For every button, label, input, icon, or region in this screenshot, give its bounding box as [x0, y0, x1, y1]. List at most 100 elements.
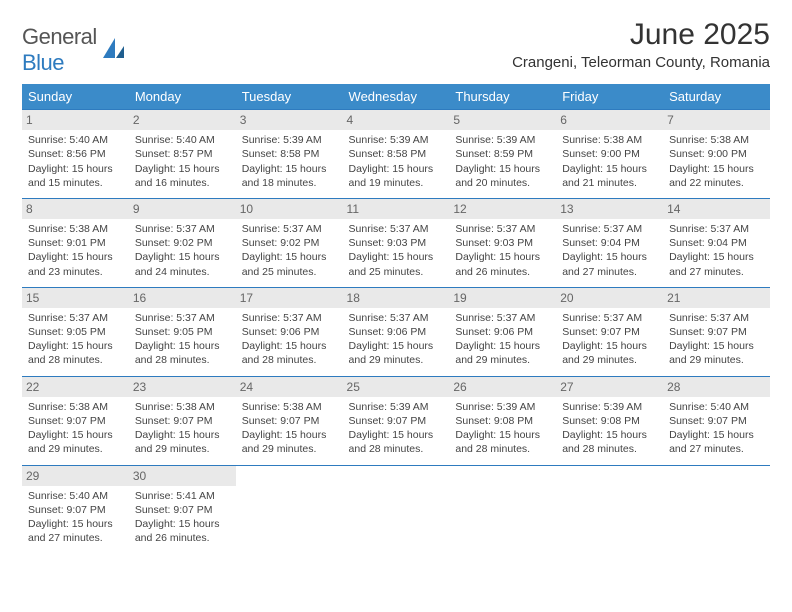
- sunrise-line: Sunrise: 5:39 AM: [562, 400, 657, 414]
- day-header: Thursday: [449, 84, 556, 110]
- sunset-line: Sunset: 9:05 PM: [28, 325, 123, 339]
- sunrise-line: Sunrise: 5:37 AM: [455, 311, 550, 325]
- calendar-day-cell: 20Sunrise: 5:37 AMSunset: 9:07 PMDayligh…: [556, 287, 663, 376]
- calendar-day-cell: 11Sunrise: 5:37 AMSunset: 9:03 PMDayligh…: [343, 198, 450, 287]
- calendar-day-cell: [236, 465, 343, 553]
- sunrise-line: Sunrise: 5:40 AM: [28, 489, 123, 503]
- daylight-line: Daylight: 15 hours and 16 minutes.: [135, 162, 230, 190]
- sunset-line: Sunset: 9:04 PM: [669, 236, 764, 250]
- sunset-line: Sunset: 9:06 PM: [242, 325, 337, 339]
- day-number: 8: [22, 199, 129, 219]
- calendar-day-cell: 8Sunrise: 5:38 AMSunset: 9:01 PMDaylight…: [22, 198, 129, 287]
- daylight-line: Daylight: 15 hours and 28 minutes.: [28, 339, 123, 367]
- calendar-day-cell: [343, 465, 450, 553]
- calendar-day-cell: 1Sunrise: 5:40 AMSunset: 8:56 PMDaylight…: [22, 110, 129, 199]
- brand-text: General Blue: [22, 24, 97, 76]
- daylight-line: Daylight: 15 hours and 27 minutes.: [28, 517, 123, 545]
- sunset-line: Sunset: 9:06 PM: [349, 325, 444, 339]
- daylight-line: Daylight: 15 hours and 20 minutes.: [455, 162, 550, 190]
- sunrise-line: Sunrise: 5:37 AM: [455, 222, 550, 236]
- sunrise-line: Sunrise: 5:39 AM: [242, 133, 337, 147]
- sunset-line: Sunset: 9:07 PM: [669, 414, 764, 428]
- day-header: Friday: [556, 84, 663, 110]
- daylight-line: Daylight: 15 hours and 29 minutes.: [349, 339, 444, 367]
- sunset-line: Sunset: 8:59 PM: [455, 147, 550, 161]
- sunset-line: Sunset: 9:07 PM: [135, 503, 230, 517]
- sunset-line: Sunset: 9:02 PM: [242, 236, 337, 250]
- calendar-table: Sunday Monday Tuesday Wednesday Thursday…: [22, 84, 770, 553]
- location: Crangeni, Teleorman County, Romania: [512, 54, 770, 71]
- calendar-day-cell: 16Sunrise: 5:37 AMSunset: 9:05 PMDayligh…: [129, 287, 236, 376]
- sunset-line: Sunset: 9:07 PM: [349, 414, 444, 428]
- sunrise-line: Sunrise: 5:41 AM: [135, 489, 230, 503]
- calendar-day-cell: 26Sunrise: 5:39 AMSunset: 9:08 PMDayligh…: [449, 376, 556, 465]
- day-number: 26: [449, 377, 556, 397]
- day-number: 21: [663, 288, 770, 308]
- sunrise-line: Sunrise: 5:37 AM: [669, 311, 764, 325]
- calendar-week-row: 15Sunrise: 5:37 AMSunset: 9:05 PMDayligh…: [22, 287, 770, 376]
- daylight-line: Daylight: 15 hours and 15 minutes.: [28, 162, 123, 190]
- day-number: 15: [22, 288, 129, 308]
- daylight-line: Daylight: 15 hours and 29 minutes.: [135, 428, 230, 456]
- brand-sail-icon: [101, 36, 127, 65]
- month-title: June 2025: [512, 18, 770, 52]
- sunset-line: Sunset: 9:07 PM: [28, 503, 123, 517]
- calendar-day-cell: 25Sunrise: 5:39 AMSunset: 9:07 PMDayligh…: [343, 376, 450, 465]
- day-number: 7: [663, 110, 770, 130]
- sunrise-line: Sunrise: 5:40 AM: [28, 133, 123, 147]
- calendar-day-cell: [663, 465, 770, 553]
- day-number: 1: [22, 110, 129, 130]
- sunset-line: Sunset: 9:05 PM: [135, 325, 230, 339]
- sunset-line: Sunset: 9:08 PM: [455, 414, 550, 428]
- sunset-line: Sunset: 9:07 PM: [28, 414, 123, 428]
- day-number: 30: [129, 466, 236, 486]
- day-header: Tuesday: [236, 84, 343, 110]
- sunset-line: Sunset: 9:07 PM: [135, 414, 230, 428]
- sunrise-line: Sunrise: 5:40 AM: [669, 400, 764, 414]
- day-number: 23: [129, 377, 236, 397]
- daylight-line: Daylight: 15 hours and 28 minutes.: [455, 428, 550, 456]
- sunset-line: Sunset: 8:58 PM: [242, 147, 337, 161]
- calendar-week-row: 29Sunrise: 5:40 AMSunset: 9:07 PMDayligh…: [22, 465, 770, 553]
- calendar-day-cell: 17Sunrise: 5:37 AMSunset: 9:06 PMDayligh…: [236, 287, 343, 376]
- daylight-line: Daylight: 15 hours and 29 minutes.: [242, 428, 337, 456]
- daylight-line: Daylight: 15 hours and 29 minutes.: [669, 339, 764, 367]
- day-number: 29: [22, 466, 129, 486]
- daylight-line: Daylight: 15 hours and 28 minutes.: [135, 339, 230, 367]
- sunrise-line: Sunrise: 5:38 AM: [28, 400, 123, 414]
- calendar-week-row: 22Sunrise: 5:38 AMSunset: 9:07 PMDayligh…: [22, 376, 770, 465]
- sunset-line: Sunset: 9:02 PM: [135, 236, 230, 250]
- day-number: 27: [556, 377, 663, 397]
- calendar-day-cell: 27Sunrise: 5:39 AMSunset: 9:08 PMDayligh…: [556, 376, 663, 465]
- sunset-line: Sunset: 8:58 PM: [349, 147, 444, 161]
- calendar-day-cell: 13Sunrise: 5:37 AMSunset: 9:04 PMDayligh…: [556, 198, 663, 287]
- calendar-day-cell: 30 Sunrise: 5:41 AMSunset: 9:07 PMDayligh…: [129, 465, 236, 553]
- day-number: 5: [449, 110, 556, 130]
- sunset-line: Sunset: 8:57 PM: [135, 147, 230, 161]
- sunrise-line: Sunrise: 5:38 AM: [562, 133, 657, 147]
- daylight-line: Daylight: 15 hours and 29 minutes.: [455, 339, 550, 367]
- title-block: June 2025 Crangeni, Teleorman County, Ro…: [512, 18, 770, 71]
- daylight-line: Daylight: 15 hours and 28 minutes.: [349, 428, 444, 456]
- daylight-line: Daylight: 15 hours and 19 minutes.: [349, 162, 444, 190]
- day-number: 22: [22, 377, 129, 397]
- daylight-line: Daylight: 15 hours and 29 minutes.: [28, 428, 123, 456]
- daylight-line: Daylight: 15 hours and 27 minutes.: [669, 250, 764, 278]
- daylight-line: Daylight: 15 hours and 28 minutes.: [562, 428, 657, 456]
- calendar-week-row: 1Sunrise: 5:40 AMSunset: 8:56 PMDaylight…: [22, 110, 770, 199]
- daylight-line: Daylight: 15 hours and 23 minutes.: [28, 250, 123, 278]
- calendar-day-cell: 4Sunrise: 5:39 AMSunset: 8:58 PMDaylight…: [343, 110, 450, 199]
- calendar-day-cell: 9Sunrise: 5:37 AMSunset: 9:02 PMDaylight…: [129, 198, 236, 287]
- calendar-day-cell: 2Sunrise: 5:40 AMSunset: 8:57 PMDaylight…: [129, 110, 236, 199]
- day-header: Monday: [129, 84, 236, 110]
- sunset-line: Sunset: 9:07 PM: [669, 325, 764, 339]
- day-header: Wednesday: [343, 84, 450, 110]
- daylight-line: Daylight: 15 hours and 26 minutes.: [135, 517, 230, 545]
- sunrise-line: Sunrise: 5:37 AM: [135, 222, 230, 236]
- brand-word2: Blue: [22, 50, 64, 75]
- sunrise-line: Sunrise: 5:37 AM: [349, 222, 444, 236]
- day-number: 12: [449, 199, 556, 219]
- daylight-line: Daylight: 15 hours and 22 minutes.: [669, 162, 764, 190]
- day-number: 13: [556, 199, 663, 219]
- sunrise-line: Sunrise: 5:39 AM: [455, 133, 550, 147]
